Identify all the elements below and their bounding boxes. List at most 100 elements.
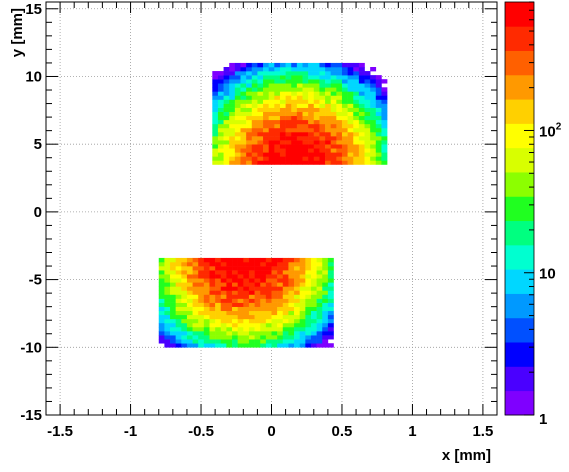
histogram-cell: [175, 310, 182, 316]
histogram-cell: [325, 95, 331, 100]
histogram-cell: [170, 274, 176, 279]
histogram-cell: [299, 318, 306, 324]
histogram-cell: [170, 286, 176, 291]
histogram-cell: [302, 127, 309, 133]
histogram-cell: [285, 111, 292, 117]
histogram-cell: [209, 322, 216, 328]
histogram-cell: [260, 331, 267, 336]
histogram-cell: [170, 326, 176, 332]
histogram-cell: [370, 131, 377, 137]
histogram-cell: [316, 306, 323, 312]
histogram-cell: [302, 156, 309, 161]
histogram-cell: [248, 310, 255, 316]
histogram-cell: [248, 266, 255, 271]
histogram-cell: [322, 335, 329, 340]
histogram-cell: [327, 286, 334, 291]
histogram-cell: [294, 326, 300, 332]
histogram-cell: [186, 310, 193, 316]
histogram-cell: [260, 257, 267, 263]
histogram-cell: [319, 87, 326, 92]
histogram-cell: [215, 306, 222, 312]
histogram-cell: [305, 274, 312, 279]
histogram-cell: [347, 156, 354, 161]
histogram-cell: [223, 107, 230, 112]
histogram-cell: [226, 322, 233, 328]
histogram-cell: [203, 261, 210, 267]
histogram-cell: [232, 306, 238, 312]
colorbar-swatch: [505, 147, 534, 173]
histogram-cell: [260, 339, 267, 344]
histogram-cell: [248, 318, 255, 324]
histogram-cell: [296, 83, 303, 88]
histogram-cell: [381, 127, 388, 133]
histogram-cell: [164, 290, 171, 295]
histogram-cell: [305, 290, 312, 295]
histogram-cells: [158, 62, 388, 348]
histogram-cell: [341, 87, 348, 92]
histogram-cell: [192, 331, 199, 336]
histogram-cell: [347, 107, 354, 112]
histogram-cell: [370, 136, 377, 141]
histogram-cell: [282, 322, 289, 328]
histogram-cell: [370, 67, 377, 72]
histogram-cell: [313, 123, 320, 129]
histogram-cell: [251, 99, 258, 104]
histogram-cell: [234, 99, 241, 104]
histogram-cell: [325, 91, 331, 96]
histogram-cell: [254, 290, 261, 295]
histogram-cell: [246, 62, 253, 68]
histogram-cell: [313, 119, 320, 125]
histogram-cell: [285, 127, 292, 133]
histogram-cell: [341, 160, 348, 165]
histogram-cell: [234, 71, 241, 76]
histogram-cell: [285, 103, 292, 108]
histogram-cell: [308, 87, 315, 92]
histogram-cell: [246, 119, 253, 125]
histogram-cell: [370, 119, 377, 125]
histogram-cell: [288, 257, 295, 263]
x-tick-label: 1.5: [472, 423, 493, 440]
histogram-cell: [186, 302, 193, 307]
histogram-cell: [232, 343, 238, 348]
histogram-cell: [319, 144, 326, 149]
histogram-cell: [316, 322, 323, 328]
histogram-cell: [370, 79, 377, 84]
histogram-cell: [226, 306, 233, 312]
histogram-cell: [251, 111, 258, 117]
histogram-cell: [381, 131, 388, 137]
colorbar-swatch: [505, 220, 534, 246]
histogram-cell: [375, 75, 382, 80]
histogram-cell: [364, 95, 371, 100]
histogram-cell: [158, 339, 165, 344]
histogram-cell: [265, 266, 272, 271]
histogram-cell: [260, 326, 267, 332]
histogram-cell: [170, 294, 176, 299]
histogram-cell: [263, 83, 269, 88]
histogram-cell: [192, 326, 199, 332]
histogram-cell: [263, 75, 269, 80]
histogram-cell: [263, 144, 269, 149]
histogram-cell: [254, 298, 261, 303]
histogram-cell: [246, 148, 253, 153]
histogram-cell: [257, 103, 264, 108]
histogram-cell: [170, 302, 176, 307]
histogram-cell: [164, 343, 171, 348]
histogram-cell: [257, 115, 264, 121]
histogram-cell: [347, 160, 354, 165]
histogram-cell: [257, 95, 264, 100]
histogram-cell: [181, 282, 188, 287]
histogram-cell: [358, 131, 365, 137]
histogram-cell: [319, 79, 326, 84]
histogram-cell: [223, 83, 230, 88]
histogram-cell: [370, 160, 377, 165]
histogram-cell: [212, 71, 219, 76]
histogram-cell: [265, 286, 272, 291]
histogram-cell: [237, 318, 244, 324]
histogram-cell: [164, 310, 171, 316]
histogram-cell: [327, 257, 334, 263]
histogram-cell: [285, 131, 292, 137]
histogram-cell: [265, 318, 272, 324]
histogram-cell: [260, 343, 267, 348]
histogram-cell: [248, 290, 255, 295]
histogram-cell: [271, 274, 278, 279]
